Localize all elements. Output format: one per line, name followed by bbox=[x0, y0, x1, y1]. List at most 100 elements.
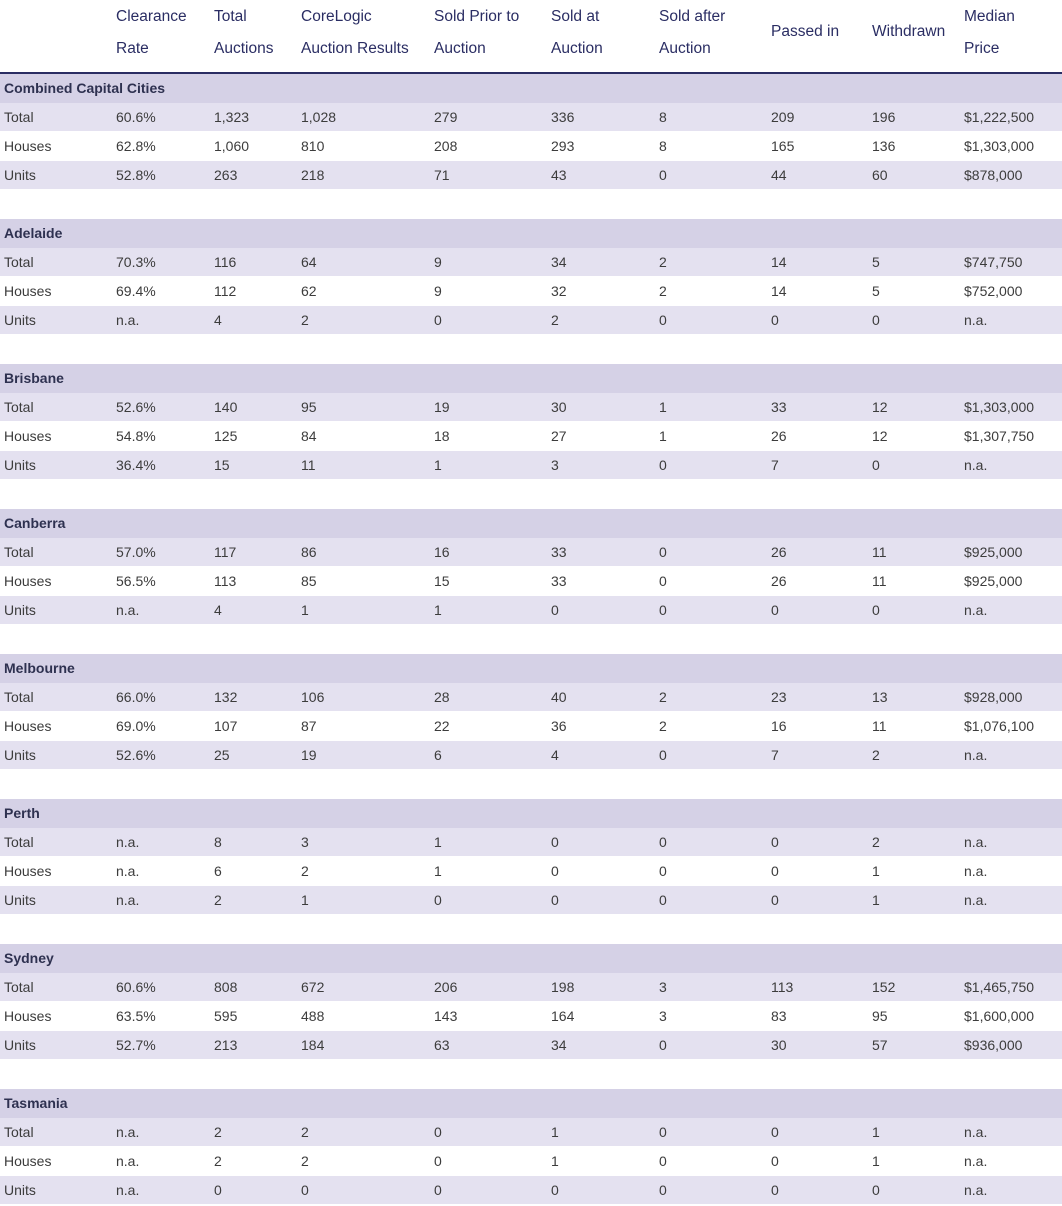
cell-sold-after: 3 bbox=[659, 979, 667, 995]
header-sold-after: Sold after Auction bbox=[659, 8, 726, 57]
table-row: Total 60.6% 808 672 206 198 3 113 152 $1,465,750 bbox=[0, 973, 1062, 1002]
cell-sold-at: 3 bbox=[551, 457, 559, 473]
cell-median-price: $925,000 bbox=[964, 544, 1023, 560]
header-median-price: Median Price bbox=[964, 8, 1015, 57]
cell-sold-after: 0 bbox=[659, 892, 667, 908]
cell-sold-prior: 1 bbox=[434, 834, 442, 850]
table-row: Houses 62.8% 1,060 810 208 293 8 165 136 $1,303,0… bbox=[0, 132, 1062, 161]
group-name: Melbourne bbox=[4, 660, 75, 676]
cell-corelogic-results: 488 bbox=[301, 1008, 325, 1024]
cell-passed-in: 23 bbox=[771, 689, 787, 705]
table-body: Combined Capital Cities Total 60.6% 1,323 1,… bbox=[0, 74, 1062, 1205]
cell-sold-at: 43 bbox=[551, 167, 567, 183]
cell-row-type: Houses bbox=[4, 283, 52, 299]
row-divider bbox=[0, 450, 1062, 451]
table-row: Units 52.8% 263 218 71 43 0 44 60 $878,000 bbox=[0, 161, 1062, 190]
cell-passed-in: 14 bbox=[771, 254, 787, 270]
table-header: Clearance Rate Total Auctions CoreLogic Auc… bbox=[0, 0, 1062, 74]
cell-clearance-rate: 60.6% bbox=[116, 109, 156, 125]
row-divider bbox=[0, 769, 1062, 770]
group-name: Tasmania bbox=[4, 1095, 68, 1111]
cell-clearance-rate: n.a. bbox=[116, 312, 140, 328]
cell-passed-in: 209 bbox=[771, 109, 795, 125]
group-spacer bbox=[0, 915, 1062, 944]
row-divider bbox=[0, 595, 1062, 596]
row-divider bbox=[0, 305, 1062, 306]
cell-row-type: Houses bbox=[4, 718, 52, 734]
cell-total-auctions: 263 bbox=[214, 167, 238, 183]
group-header-row: Sydney bbox=[0, 944, 1062, 973]
group-spacer bbox=[0, 625, 1062, 654]
cell-sold-at: 0 bbox=[551, 892, 559, 908]
cell-sold-at: 198 bbox=[551, 979, 575, 995]
cell-total-auctions: 4 bbox=[214, 602, 222, 618]
cell-sold-after: 0 bbox=[659, 1037, 667, 1053]
table-row: Houses 63.5% 595 488 143 164 3 83 95 $1,600,000 bbox=[0, 1002, 1062, 1031]
cell-sold-after: 0 bbox=[659, 167, 667, 183]
cell-row-type: Units bbox=[4, 312, 36, 328]
table-row: Houses 56.5% 113 85 15 33 0 26 11 $925,000 bbox=[0, 567, 1062, 596]
cell-median-price: $936,000 bbox=[964, 1037, 1023, 1053]
row-divider bbox=[0, 1059, 1062, 1060]
cell-median-price: $1,303,000 bbox=[964, 138, 1035, 154]
cell-sold-at: 34 bbox=[551, 254, 567, 270]
table-row: Units n.a. 0 0 0 0 0 0 0 n.a. bbox=[0, 1176, 1062, 1205]
cell-total-auctions: 113 bbox=[214, 573, 237, 589]
cell-median-price: n.a. bbox=[964, 863, 988, 879]
cell-withdrawn: 1 bbox=[872, 892, 880, 908]
cell-sold-prior: 0 bbox=[434, 312, 442, 328]
cell-corelogic-results: 19 bbox=[301, 747, 317, 763]
table-row: Total 66.0% 132 106 28 40 2 23 13 $928,000 bbox=[0, 683, 1062, 712]
row-divider bbox=[0, 1204, 1062, 1205]
cell-sold-at: 164 bbox=[551, 1008, 575, 1024]
cell-clearance-rate: 60.6% bbox=[116, 979, 156, 995]
cell-total-auctions: 107 bbox=[214, 718, 238, 734]
cell-row-type: Units bbox=[4, 1037, 36, 1053]
cell-median-price: $1,303,000 bbox=[964, 399, 1035, 415]
group-header-row: Brisbane bbox=[0, 364, 1062, 393]
cell-sold-prior: 0 bbox=[434, 1124, 442, 1140]
row-divider bbox=[0, 885, 1062, 886]
cell-passed-in: 0 bbox=[771, 1153, 779, 1169]
cell-corelogic-results: 672 bbox=[301, 979, 325, 995]
cell-median-price: $925,000 bbox=[964, 573, 1023, 589]
cell-sold-prior: 22 bbox=[434, 718, 450, 734]
group-spacer bbox=[0, 1060, 1062, 1089]
table-row: Houses n.a. 2 2 0 1 0 0 1 n.a. bbox=[0, 1147, 1062, 1176]
cell-row-type: Houses bbox=[4, 1008, 52, 1024]
cell-sold-prior: 1 bbox=[434, 863, 442, 879]
cell-withdrawn: 5 bbox=[872, 283, 880, 299]
cell-corelogic-results: 3 bbox=[301, 834, 309, 850]
cell-clearance-rate: n.a. bbox=[116, 1182, 140, 1198]
group-name: Combined Capital Cities bbox=[4, 80, 166, 96]
cell-row-type: Units bbox=[4, 457, 36, 473]
cell-total-auctions: 1,060 bbox=[214, 138, 250, 154]
cell-passed-in: 113 bbox=[771, 979, 794, 995]
cell-median-price: $1,600,000 bbox=[964, 1008, 1035, 1024]
cell-total-auctions: 112 bbox=[214, 283, 237, 299]
cell-sold-prior: 71 bbox=[434, 167, 450, 183]
row-divider bbox=[0, 711, 1062, 712]
cell-sold-prior: 279 bbox=[434, 109, 458, 125]
row-divider bbox=[0, 479, 1062, 480]
cell-median-price: n.a. bbox=[964, 834, 988, 850]
cell-clearance-rate: 52.8% bbox=[116, 167, 156, 183]
cell-clearance-rate: 56.5% bbox=[116, 573, 156, 589]
cell-row-type: Total bbox=[4, 544, 34, 560]
header-clearance-rate: Clearance Rate bbox=[116, 8, 187, 57]
cell-median-price: n.a. bbox=[964, 312, 988, 328]
cell-row-type: Houses bbox=[4, 863, 52, 879]
cell-sold-prior: 9 bbox=[434, 254, 442, 270]
header-sold-prior: Sold Prior to Auction bbox=[434, 8, 520, 57]
cell-corelogic-results: 85 bbox=[301, 573, 317, 589]
cell-row-type: Units bbox=[4, 1182, 36, 1198]
cell-corelogic-results: 2 bbox=[301, 863, 309, 879]
cell-row-type: Units bbox=[4, 892, 36, 908]
cell-sold-after: 0 bbox=[659, 544, 667, 560]
cell-withdrawn: 0 bbox=[872, 312, 880, 328]
cell-withdrawn: 136 bbox=[872, 138, 896, 154]
cell-sold-at: 0 bbox=[551, 863, 559, 879]
cell-total-auctions: 2 bbox=[214, 892, 222, 908]
cell-median-price: n.a. bbox=[964, 1153, 988, 1169]
cell-row-type: Total bbox=[4, 399, 34, 415]
